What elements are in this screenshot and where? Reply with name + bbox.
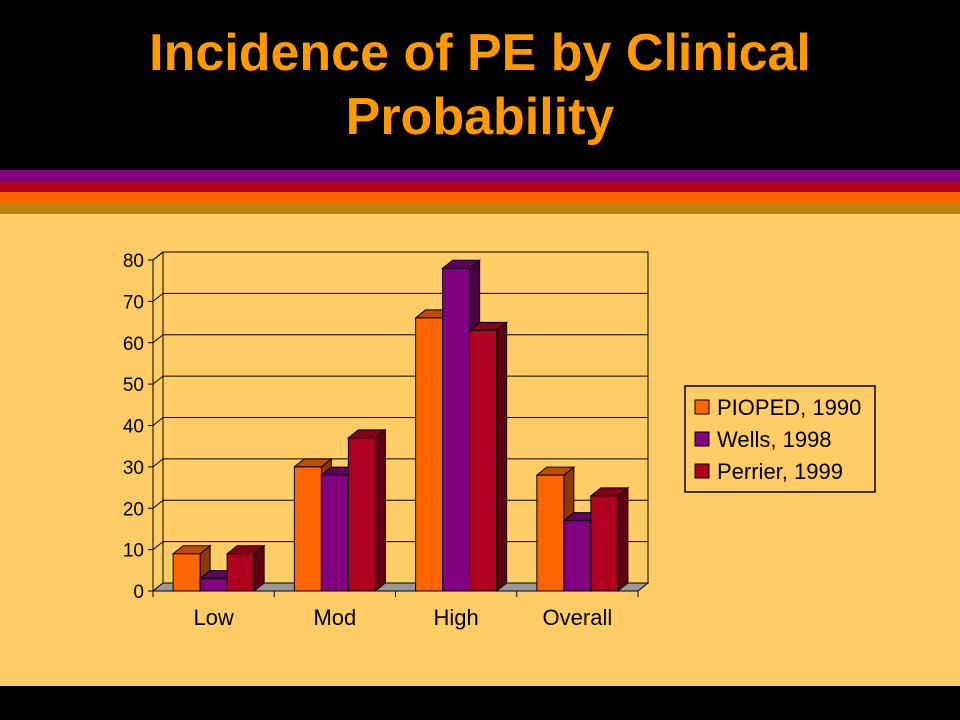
x-tick-label: Mod <box>313 605 356 630</box>
bar-front <box>172 553 201 592</box>
y-tick-label: 60 <box>123 334 144 355</box>
bar <box>589 486 630 593</box>
gridline-depth <box>152 375 164 385</box>
bar-front <box>536 474 565 592</box>
bar-front <box>469 329 498 592</box>
slide-content: 0 10 20 30 40 50 60 70 80 Low Mod High Overall PIOP… <box>0 214 960 686</box>
legend-label: Wells, 1998 <box>717 427 832 452</box>
bar-front <box>293 466 322 592</box>
legend-swatch <box>694 463 710 479</box>
y-tick-label: 50 <box>123 375 144 396</box>
bar-front <box>320 474 349 592</box>
legend-label: Perrier, 1999 <box>717 459 843 484</box>
gridline-depth <box>152 292 164 302</box>
stripe-gold <box>0 203 960 214</box>
bar-front <box>590 495 619 592</box>
stripe-orange <box>0 192 960 203</box>
decorative-stripes <box>0 170 960 214</box>
gridline-depth <box>152 541 164 551</box>
bar-side <box>617 486 629 593</box>
title-band: Incidence of PE by Clinical Probability <box>0 0 960 170</box>
y-tick-label: 40 <box>123 417 144 438</box>
x-tick-label: Low <box>193 605 233 630</box>
bar <box>468 321 509 593</box>
slide-title: Incidence of PE by Clinical Probability <box>149 24 811 146</box>
bar-side <box>374 428 386 593</box>
bar-front <box>442 267 471 592</box>
bottom-band <box>0 686 960 720</box>
gridline-depth <box>152 417 164 426</box>
legend-swatch <box>694 431 710 447</box>
legend-swatch <box>694 399 710 415</box>
y-tick-label: 80 <box>123 251 144 272</box>
bar-marks <box>171 259 630 593</box>
bar-front <box>347 437 376 592</box>
gridline-depth <box>152 499 164 509</box>
x-axis: Low Mod High Overall <box>152 590 639 630</box>
bar <box>225 544 266 593</box>
x-tick-label: Overall <box>543 605 613 630</box>
x-tick-label: High <box>434 605 479 630</box>
bar-front <box>563 520 592 592</box>
bar-front <box>415 317 444 592</box>
bar-chart: 0 10 20 30 40 50 60 70 80 Low Mod High Overall PIOP… <box>123 251 876 630</box>
gridline-depth <box>152 334 164 344</box>
y-tick-label: 10 <box>123 541 144 562</box>
legend-box <box>684 385 876 493</box>
bar-side <box>496 321 508 593</box>
bar-front <box>199 578 228 592</box>
y-axis: 0 10 20 30 40 50 60 70 80 <box>123 251 154 603</box>
stripe-purple <box>0 170 960 181</box>
stripe-red <box>0 181 960 192</box>
y-tick-label: 30 <box>123 458 144 479</box>
y-tick-label: 70 <box>123 292 144 313</box>
chart-legend: PIOPED, 1990 Wells, 1998 Perrier, 1999 <box>684 385 876 493</box>
bar <box>346 428 387 593</box>
bar-front <box>226 553 255 592</box>
y-tick-label: 0 <box>133 582 144 603</box>
legend-label: PIOPED, 1990 <box>717 395 861 420</box>
gridlines <box>152 251 648 592</box>
y-tick-label: 20 <box>123 499 144 520</box>
gridline-depth <box>152 458 164 468</box>
gridline-depth <box>152 251 164 261</box>
